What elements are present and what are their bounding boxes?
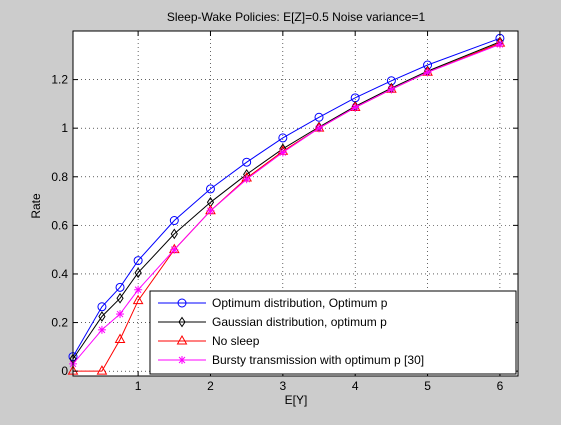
legend-marker — [177, 298, 187, 308]
data-point — [97, 325, 106, 334]
y-tick-label: 0.4 — [51, 267, 68, 281]
star-stroke — [243, 175, 251, 183]
chart-title: Sleep-Wake Policies: E[Z]=0.5 Noise vari… — [167, 10, 426, 24]
data-point — [98, 311, 106, 322]
star-stroke — [351, 104, 359, 111]
triangle-marker — [176, 334, 188, 345]
triangle-marker — [96, 365, 108, 375]
x-tick-label: 2 — [207, 379, 214, 393]
circle-marker — [242, 157, 252, 167]
diamond-marker — [134, 267, 142, 279]
diamond-marker — [178, 316, 186, 328]
x-tick-label: 4 — [352, 379, 359, 393]
plot-frame — [72, 30, 519, 377]
y-tick-label: 0.2 — [51, 316, 68, 330]
data-point — [133, 256, 143, 266]
axis-ticks: 1 2 3 4 5 6 0 0.2 0.4 0.6 0.8 1 1.2 — [51, 31, 518, 393]
triangle-marker — [132, 294, 144, 305]
x-tick-label: 3 — [279, 379, 286, 393]
data-point — [387, 85, 396, 94]
legend-label: No sleep — [212, 334, 260, 348]
grid — [73, 31, 518, 376]
diamond-marker — [116, 292, 124, 304]
data-point — [170, 245, 179, 254]
legend-label: Optimum distribution, Optimum p — [212, 296, 388, 310]
data-point — [170, 228, 178, 240]
star-stroke — [116, 310, 124, 318]
circle-marker — [278, 133, 288, 143]
data-point — [315, 124, 324, 133]
circle-marker — [169, 216, 179, 226]
circle-marker — [205, 184, 215, 194]
legend-item: Bursty transmission with optimum p [30] — [158, 353, 424, 367]
star-stroke — [98, 326, 106, 334]
star-stroke — [388, 85, 395, 93]
legend-item: No sleep — [158, 334, 260, 348]
diamond-marker — [170, 228, 178, 240]
star-stroke — [207, 207, 214, 215]
data-point — [278, 133, 288, 143]
circle-marker — [314, 112, 324, 122]
data-point — [115, 282, 125, 292]
x-tick-label: 6 — [497, 379, 504, 393]
series-4 — [69, 40, 504, 368]
star-stroke — [424, 68, 431, 76]
data-point — [242, 175, 251, 184]
data-point — [96, 365, 108, 375]
legend-marker — [178, 316, 186, 328]
data-point — [495, 40, 504, 49]
circle-marker — [115, 282, 125, 292]
series-layer — [67, 33, 506, 375]
data-point — [423, 68, 432, 77]
circle-marker — [177, 298, 187, 308]
data-point — [278, 148, 287, 157]
star-stroke — [279, 149, 287, 156]
star-stroke — [315, 124, 323, 132]
y-axis-label: Rate — [29, 193, 43, 219]
data-point — [205, 184, 215, 194]
legend-item: Optimum distribution, Optimum p — [158, 296, 388, 310]
star-stroke — [496, 41, 504, 48]
data-point — [134, 267, 142, 279]
legend: Optimum distribution, Optimum p Gaussian … — [149, 290, 517, 375]
star-stroke — [178, 356, 186, 364]
data-point — [114, 333, 126, 344]
data-point — [242, 157, 252, 167]
y-tick-label: 0.8 — [51, 170, 68, 184]
star-stroke — [170, 246, 178, 254]
legend-box — [149, 290, 517, 375]
data-point — [116, 292, 124, 304]
star-stroke — [134, 286, 142, 294]
data-point — [97, 302, 107, 312]
series-line — [72, 37, 501, 357]
data-point — [132, 294, 144, 305]
legend-item: Gaussian distribution, optimum p — [158, 315, 387, 329]
series-1 — [68, 33, 505, 362]
legend-label: Gaussian distribution, optimum p — [212, 315, 387, 329]
legend-label: Bursty transmission with optimum p [30] — [212, 353, 424, 367]
x-tick-label: 1 — [135, 379, 142, 393]
legend-marker — [178, 356, 186, 364]
data-point — [134, 285, 143, 294]
y-tick-label: 0.6 — [51, 218, 68, 232]
y-tick-label: 1.2 — [51, 73, 68, 87]
circle-marker — [97, 302, 107, 312]
data-point — [351, 103, 360, 112]
data-point — [314, 112, 324, 122]
diamond-marker — [98, 311, 106, 322]
legend-marker — [176, 334, 188, 345]
y-tick-label: 1 — [61, 121, 68, 135]
x-tick-label: 5 — [424, 379, 431, 393]
x-axis-label: E[Y] — [285, 393, 308, 407]
data-point — [169, 216, 179, 226]
circle-marker — [133, 256, 143, 266]
triangle-marker — [114, 333, 126, 344]
y-tick-label: 0 — [61, 364, 68, 378]
data-point — [206, 206, 215, 215]
data-point — [116, 310, 125, 319]
